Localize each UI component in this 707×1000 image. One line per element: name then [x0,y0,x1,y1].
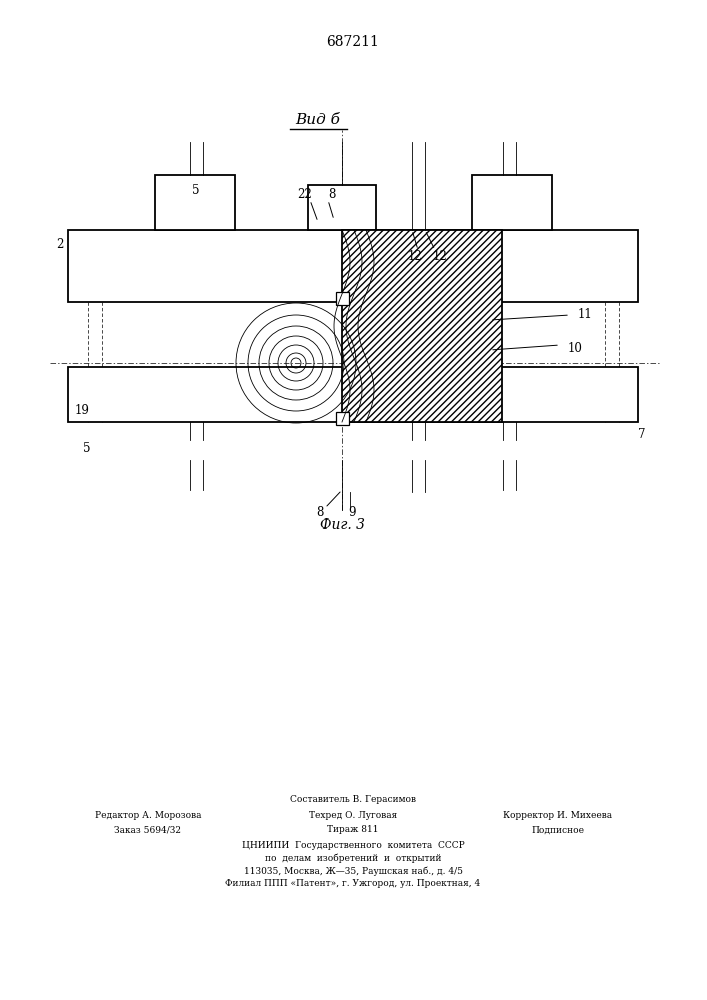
Text: Тираж 811: Тираж 811 [327,826,379,834]
Bar [155,175,235,230]
Text: 2: 2 [57,238,64,251]
Text: 5: 5 [83,442,91,454]
Text: 687211: 687211 [327,35,380,49]
Text: Фиг. 3: Фиг. 3 [320,518,365,532]
Text: Редактор А. Морозова: Редактор А. Морозова [95,812,201,820]
Bar [336,412,349,425]
Bar [472,175,552,230]
Text: 7: 7 [638,428,645,442]
Text: по  делам  изобретений  и  открытий: по делам изобретений и открытий [264,853,441,863]
Text: ЦНИИПИ  Государственного  комитета  СССР: ЦНИИПИ Государственного комитета СССР [242,840,464,850]
Bar [336,292,349,305]
Text: 11: 11 [578,308,592,322]
Text: Корректор И. Михеева: Корректор И. Михеева [503,812,612,820]
Text: Заказ 5694/32: Заказ 5694/32 [115,826,182,834]
Text: Подписное: Подписное [532,826,585,834]
Text: 10: 10 [568,342,583,355]
Text: 12: 12 [408,249,422,262]
Text: 5: 5 [192,184,200,196]
Bar [308,185,376,230]
Text: Составитель В. Герасимов: Составитель В. Герасимов [290,796,416,804]
Text: Техред О. Луговая: Техред О. Луговая [309,812,397,820]
Text: 8: 8 [316,506,324,520]
Text: 19: 19 [75,403,90,416]
Text: Филиал ППП «Патент», г. Ужгород, ул. Проектная, 4: Филиал ППП «Патент», г. Ужгород, ул. Про… [226,880,481,888]
Bar [68,230,638,302]
Bar [68,367,638,422]
Text: 12: 12 [433,249,448,262]
Text: 113035, Москва, Ж—35, Раушская наб., д. 4/5: 113035, Москва, Ж—35, Раушская наб., д. … [243,866,462,876]
Bar [342,230,502,422]
Text: Вид б: Вид б [296,113,341,127]
Text: 22: 22 [298,188,312,200]
Text: 8: 8 [328,188,336,200]
Text: 9: 9 [349,506,356,520]
